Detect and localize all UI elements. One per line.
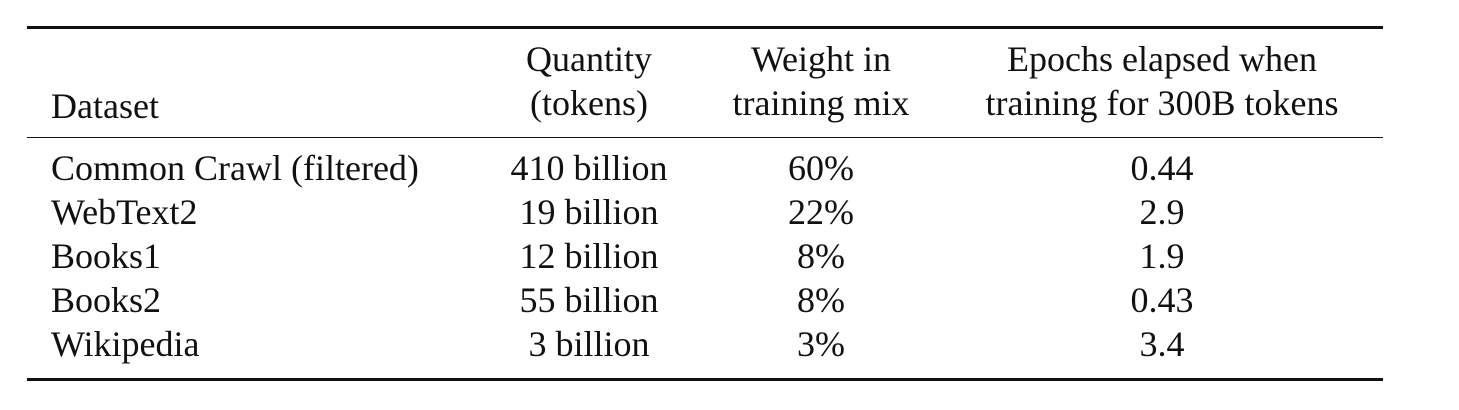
table-row: Wikipedia 3 billion 3% 3.4 — [27, 322, 1383, 366]
header-epochs: Epochs elapsed when training for 300B to… — [985, 39, 1339, 123]
table-row: Books2 55 billion 8% 0.43 — [27, 278, 1383, 322]
bottom-rule — [27, 378, 1383, 381]
cell-dataset: Books2 — [51, 280, 162, 320]
cell-epochs: 0.43 — [1130, 280, 1194, 320]
table-row: WebText2 19 billion 22% 2.9 — [27, 190, 1383, 234]
cell-epochs: 1.9 — [1139, 236, 1185, 276]
cell-dataset: WebText2 — [51, 192, 198, 232]
cell-quantity: 12 billion — [519, 236, 659, 276]
header-rule — [27, 137, 1383, 138]
cell-weight: 22% — [788, 192, 854, 232]
cell-weight: 3% — [797, 324, 845, 364]
cell-weight: 8% — [797, 280, 845, 320]
cell-epochs: 3.4 — [1139, 324, 1185, 364]
top-rule — [27, 26, 1383, 29]
cell-weight: 60% — [788, 148, 854, 188]
cell-dataset: Books1 — [51, 236, 162, 276]
cell-quantity: 410 billion — [510, 148, 668, 188]
table-body: Common Crawl (filtered) 410 billion 60% … — [27, 138, 1383, 378]
header-weight: Weight in training mix — [732, 39, 910, 123]
header-quantity: Quantity (tokens) — [526, 39, 652, 123]
table-row: Books1 12 billion 8% 1.9 — [27, 234, 1383, 278]
dataset-table: Dataset Quantity (tokens) Weight in trai… — [27, 26, 1383, 381]
cell-epochs: 0.44 — [1130, 148, 1194, 188]
cell-weight: 8% — [797, 236, 845, 276]
cell-quantity: 3 billion — [528, 324, 650, 364]
cell-dataset: Common Crawl (filtered) — [51, 148, 419, 188]
cell-quantity: 19 billion — [519, 192, 659, 232]
cell-quantity: 55 billion — [519, 280, 659, 320]
table-header: Dataset Quantity (tokens) Weight in trai… — [27, 29, 1383, 137]
cell-epochs: 2.9 — [1139, 192, 1185, 232]
table-row: Common Crawl (filtered) 410 billion 60% … — [27, 146, 1383, 190]
header-dataset: Dataset — [51, 86, 159, 126]
cell-dataset: Wikipedia — [51, 324, 200, 364]
